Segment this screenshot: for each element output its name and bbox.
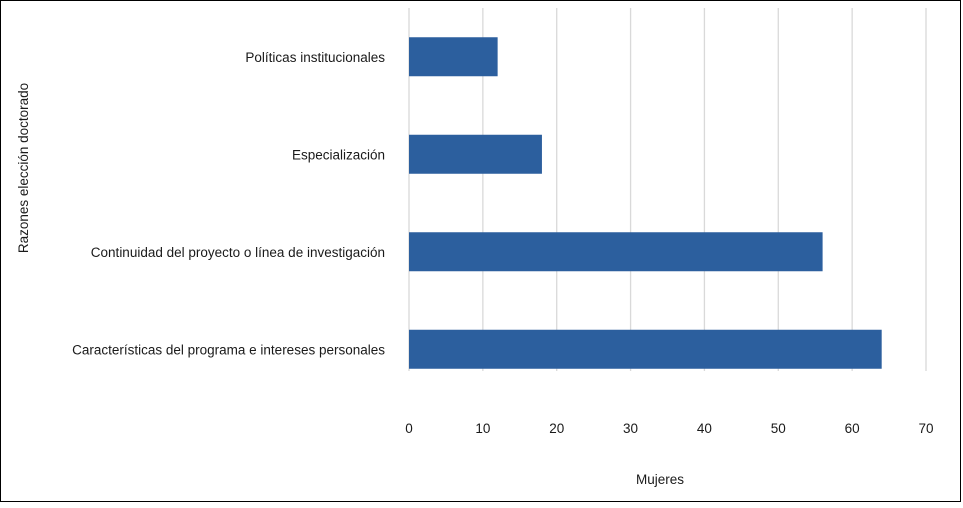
x-tick-label: 30: [623, 421, 638, 436]
bar: [409, 329, 882, 369]
x-tick-labels: 0 10 20 30 40 50 60 70: [405, 421, 933, 436]
x-tick-label: 10: [475, 421, 490, 436]
x-tick-label: 0: [405, 421, 413, 436]
bars: [409, 37, 882, 369]
y-axis-title: Razones elección doctorado: [16, 83, 31, 253]
x-tick-label: 20: [549, 421, 564, 436]
category-label: Continuidad del proyecto o línea de inve…: [91, 245, 385, 260]
x-axis-title: Mujeres: [636, 472, 684, 487]
category-labels: Políticas institucionales Especialización…: [72, 50, 385, 358]
category-label: Especialización: [292, 147, 385, 162]
x-tick-label: 50: [771, 421, 786, 436]
category-label: Políticas institucionales: [245, 50, 385, 65]
category-label: Características del programa e intereses…: [72, 342, 385, 357]
x-tick-label: 40: [697, 421, 712, 436]
x-tick-label: 60: [845, 421, 860, 436]
x-tick-label: 70: [918, 421, 933, 436]
bar: [409, 232, 823, 272]
bar: [409, 134, 542, 174]
bar: [409, 37, 498, 77]
